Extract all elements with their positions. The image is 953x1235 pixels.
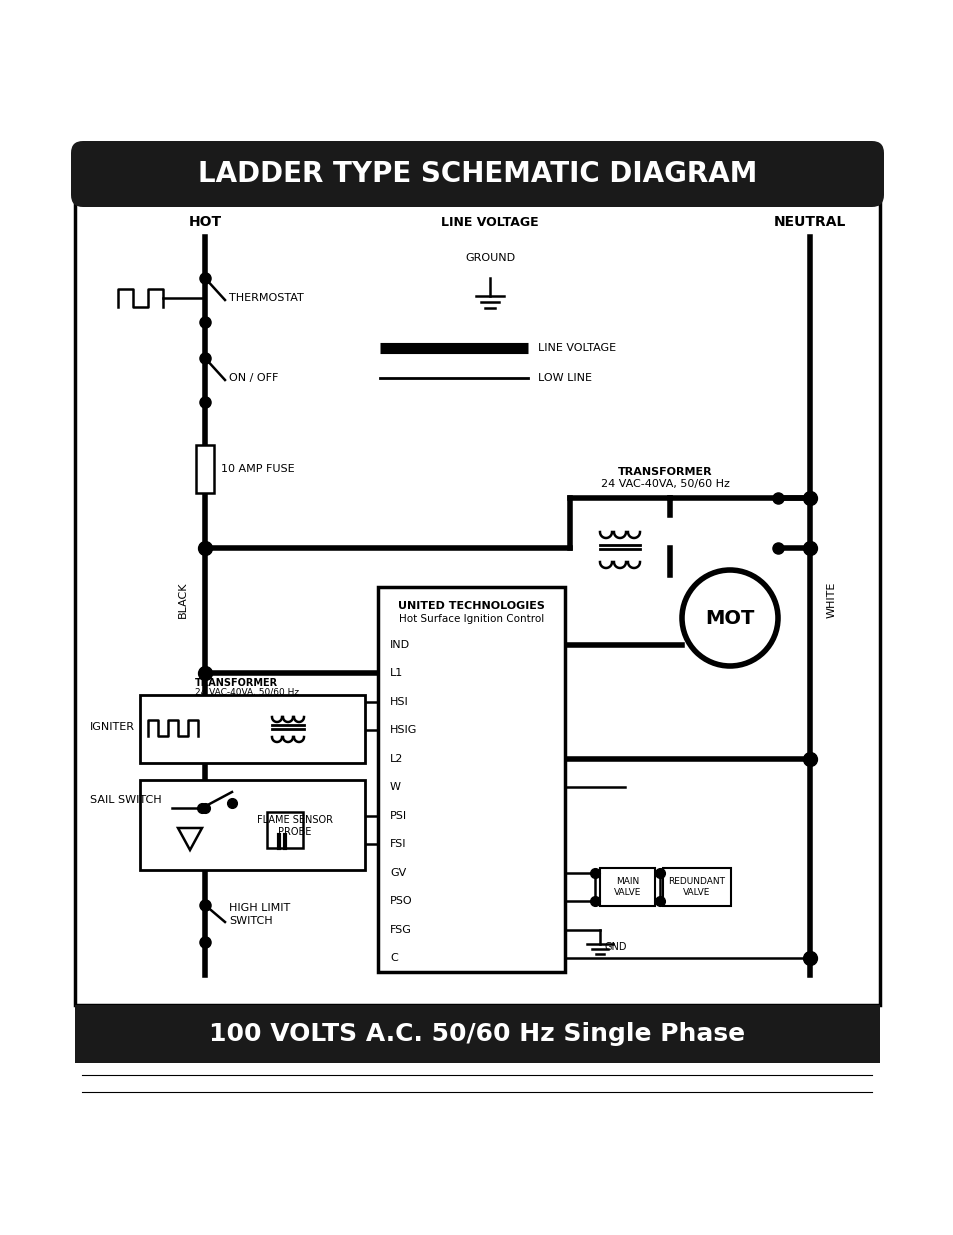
Text: REDUNDANT
VALVE: REDUNDANT VALVE	[668, 877, 724, 897]
Bar	[140, 781, 365, 869]
Bar	[662, 868, 730, 906]
Text: FLAME SENSOR: FLAME SENSOR	[256, 815, 333, 825]
Text: WHITE: WHITE	[826, 582, 836, 619]
Bar	[267, 811, 303, 848]
Text: NEUTRAL: NEUTRAL	[773, 215, 845, 228]
Text: IND: IND	[390, 640, 410, 650]
FancyBboxPatch shape	[71, 141, 883, 207]
Text: UNITED TECHNOLOGIES: UNITED TECHNOLOGIES	[397, 601, 544, 611]
Text: HIGH LIMIT: HIGH LIMIT	[229, 903, 290, 913]
Text: L2: L2	[390, 753, 403, 763]
Text: LOW LINE: LOW LINE	[537, 373, 592, 383]
Bar	[599, 868, 655, 906]
Text: 24 VAC-40VA, 50/60 Hz: 24 VAC-40VA, 50/60 Hz	[194, 688, 299, 697]
Text: ON / OFF: ON / OFF	[229, 373, 278, 383]
Text: GND: GND	[604, 941, 627, 951]
Text: 10 AMP FUSE: 10 AMP FUSE	[221, 464, 294, 474]
Text: SAIL SWITCH: SAIL SWITCH	[90, 795, 161, 805]
Text: Hot Surface Ignition Control: Hot Surface Ignition Control	[398, 614, 543, 624]
Text: HSIG: HSIG	[390, 725, 416, 735]
Text: GV: GV	[390, 868, 406, 878]
Text: FSI: FSI	[390, 839, 406, 850]
Text: TRANSFORMER: TRANSFORMER	[617, 467, 712, 477]
Bar	[195, 445, 213, 493]
Bar	[75, 203, 879, 1005]
Text: LADDER TYPE SCHEMATIC DIAGRAM: LADDER TYPE SCHEMATIC DIAGRAM	[197, 161, 757, 188]
Bar	[140, 695, 365, 763]
Text: PSO: PSO	[390, 897, 413, 906]
Text: GROUND: GROUND	[464, 253, 515, 263]
Text: HOT: HOT	[189, 215, 221, 228]
Text: HSI: HSI	[390, 697, 408, 706]
Text: SWITCH: SWITCH	[229, 916, 273, 926]
Text: MOT: MOT	[704, 609, 754, 627]
Text: W: W	[390, 782, 400, 793]
Circle shape	[681, 571, 778, 666]
Bar	[75, 1005, 879, 1063]
Text: IGNITER: IGNITER	[90, 722, 135, 732]
Text: PSI: PSI	[390, 810, 407, 821]
Text: THERMOSTAT: THERMOSTAT	[229, 293, 303, 303]
Text: LINE VOLTAGE: LINE VOLTAGE	[537, 343, 616, 353]
Text: L1: L1	[390, 668, 403, 678]
Polygon shape	[178, 827, 202, 850]
Text: 100 VOLTS A.C. 50/60 Hz Single Phase: 100 VOLTS A.C. 50/60 Hz Single Phase	[210, 1023, 745, 1046]
Text: FSG: FSG	[390, 925, 412, 935]
Text: BLACK: BLACK	[178, 582, 188, 619]
Text: MAIN
VALVE: MAIN VALVE	[613, 877, 640, 897]
Text: PROBE: PROBE	[278, 827, 312, 837]
Text: LINE VOLTAGE: LINE VOLTAGE	[440, 215, 538, 228]
Text: 24 VAC-40VA, 50/60 Hz: 24 VAC-40VA, 50/60 Hz	[600, 479, 729, 489]
Text: C: C	[390, 953, 397, 963]
Text: TRANSFORMER: TRANSFORMER	[194, 678, 278, 688]
Bar	[377, 587, 564, 972]
